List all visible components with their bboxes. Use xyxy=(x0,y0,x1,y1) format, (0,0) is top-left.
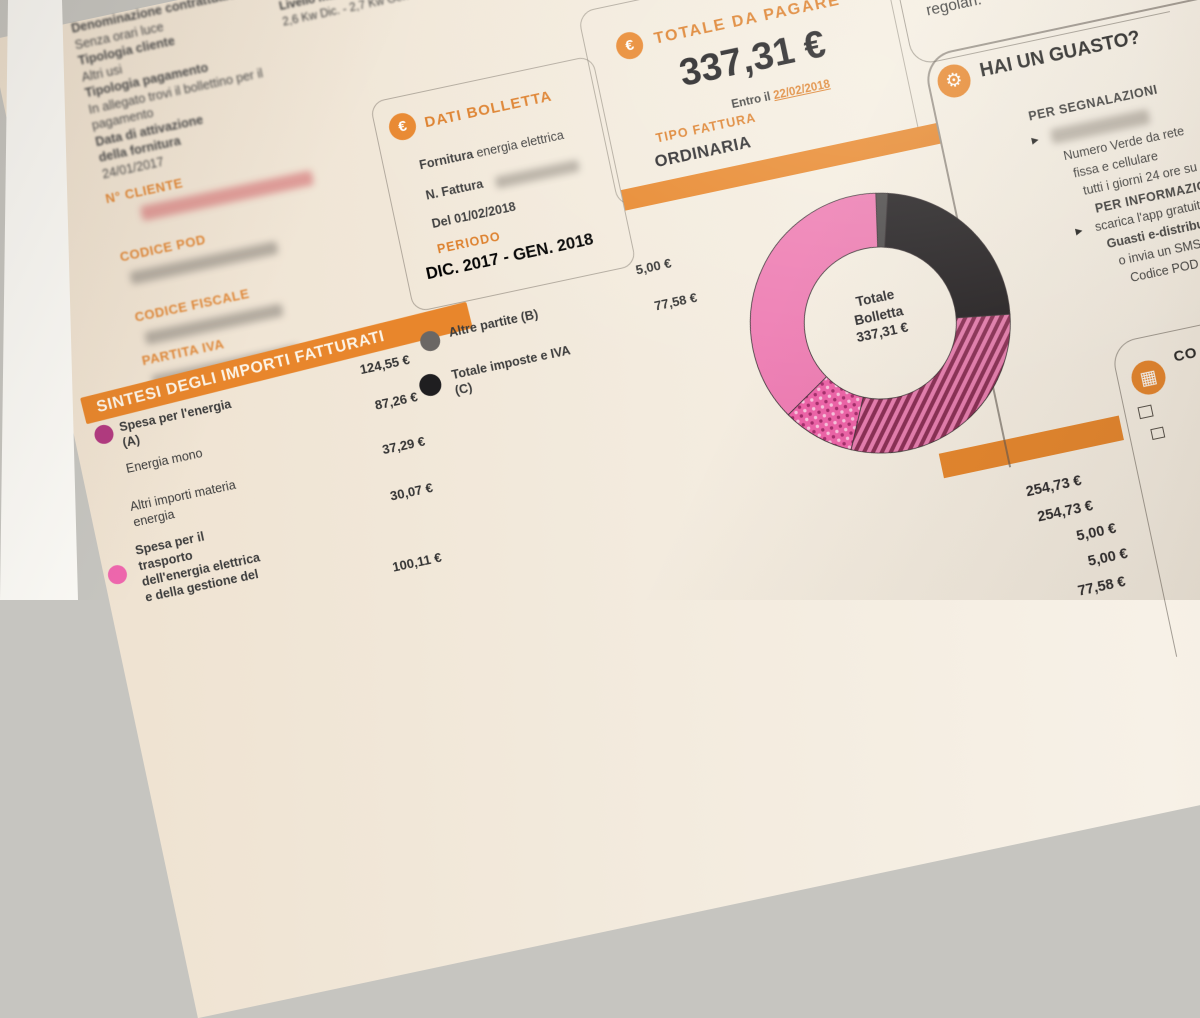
sintesi-value: 87,26 € xyxy=(318,389,419,424)
magenta-dot-icon xyxy=(93,423,116,446)
power-info-block: Pot 3,3 kW (ch Livello massimo di p 2,6 … xyxy=(272,0,471,31)
pink-dot-icon xyxy=(106,563,129,586)
black-dot-icon xyxy=(417,372,443,398)
sintesi-value: 77,58 € xyxy=(607,290,698,323)
sintesi-label: Totale imposte e IVA(C) xyxy=(450,342,575,398)
sintesi-value: 37,29 € xyxy=(325,434,426,469)
sintesi-value: 100,11 € xyxy=(342,550,443,585)
sintesi-value: 30,07 € xyxy=(333,480,434,515)
sintesi-label: Energia mono xyxy=(125,445,204,477)
total-column-value: 77,58 € xyxy=(1036,574,1127,608)
bill-photo: { "icons": {"euro": "€", "triangle": "▶"… xyxy=(0,0,1200,600)
